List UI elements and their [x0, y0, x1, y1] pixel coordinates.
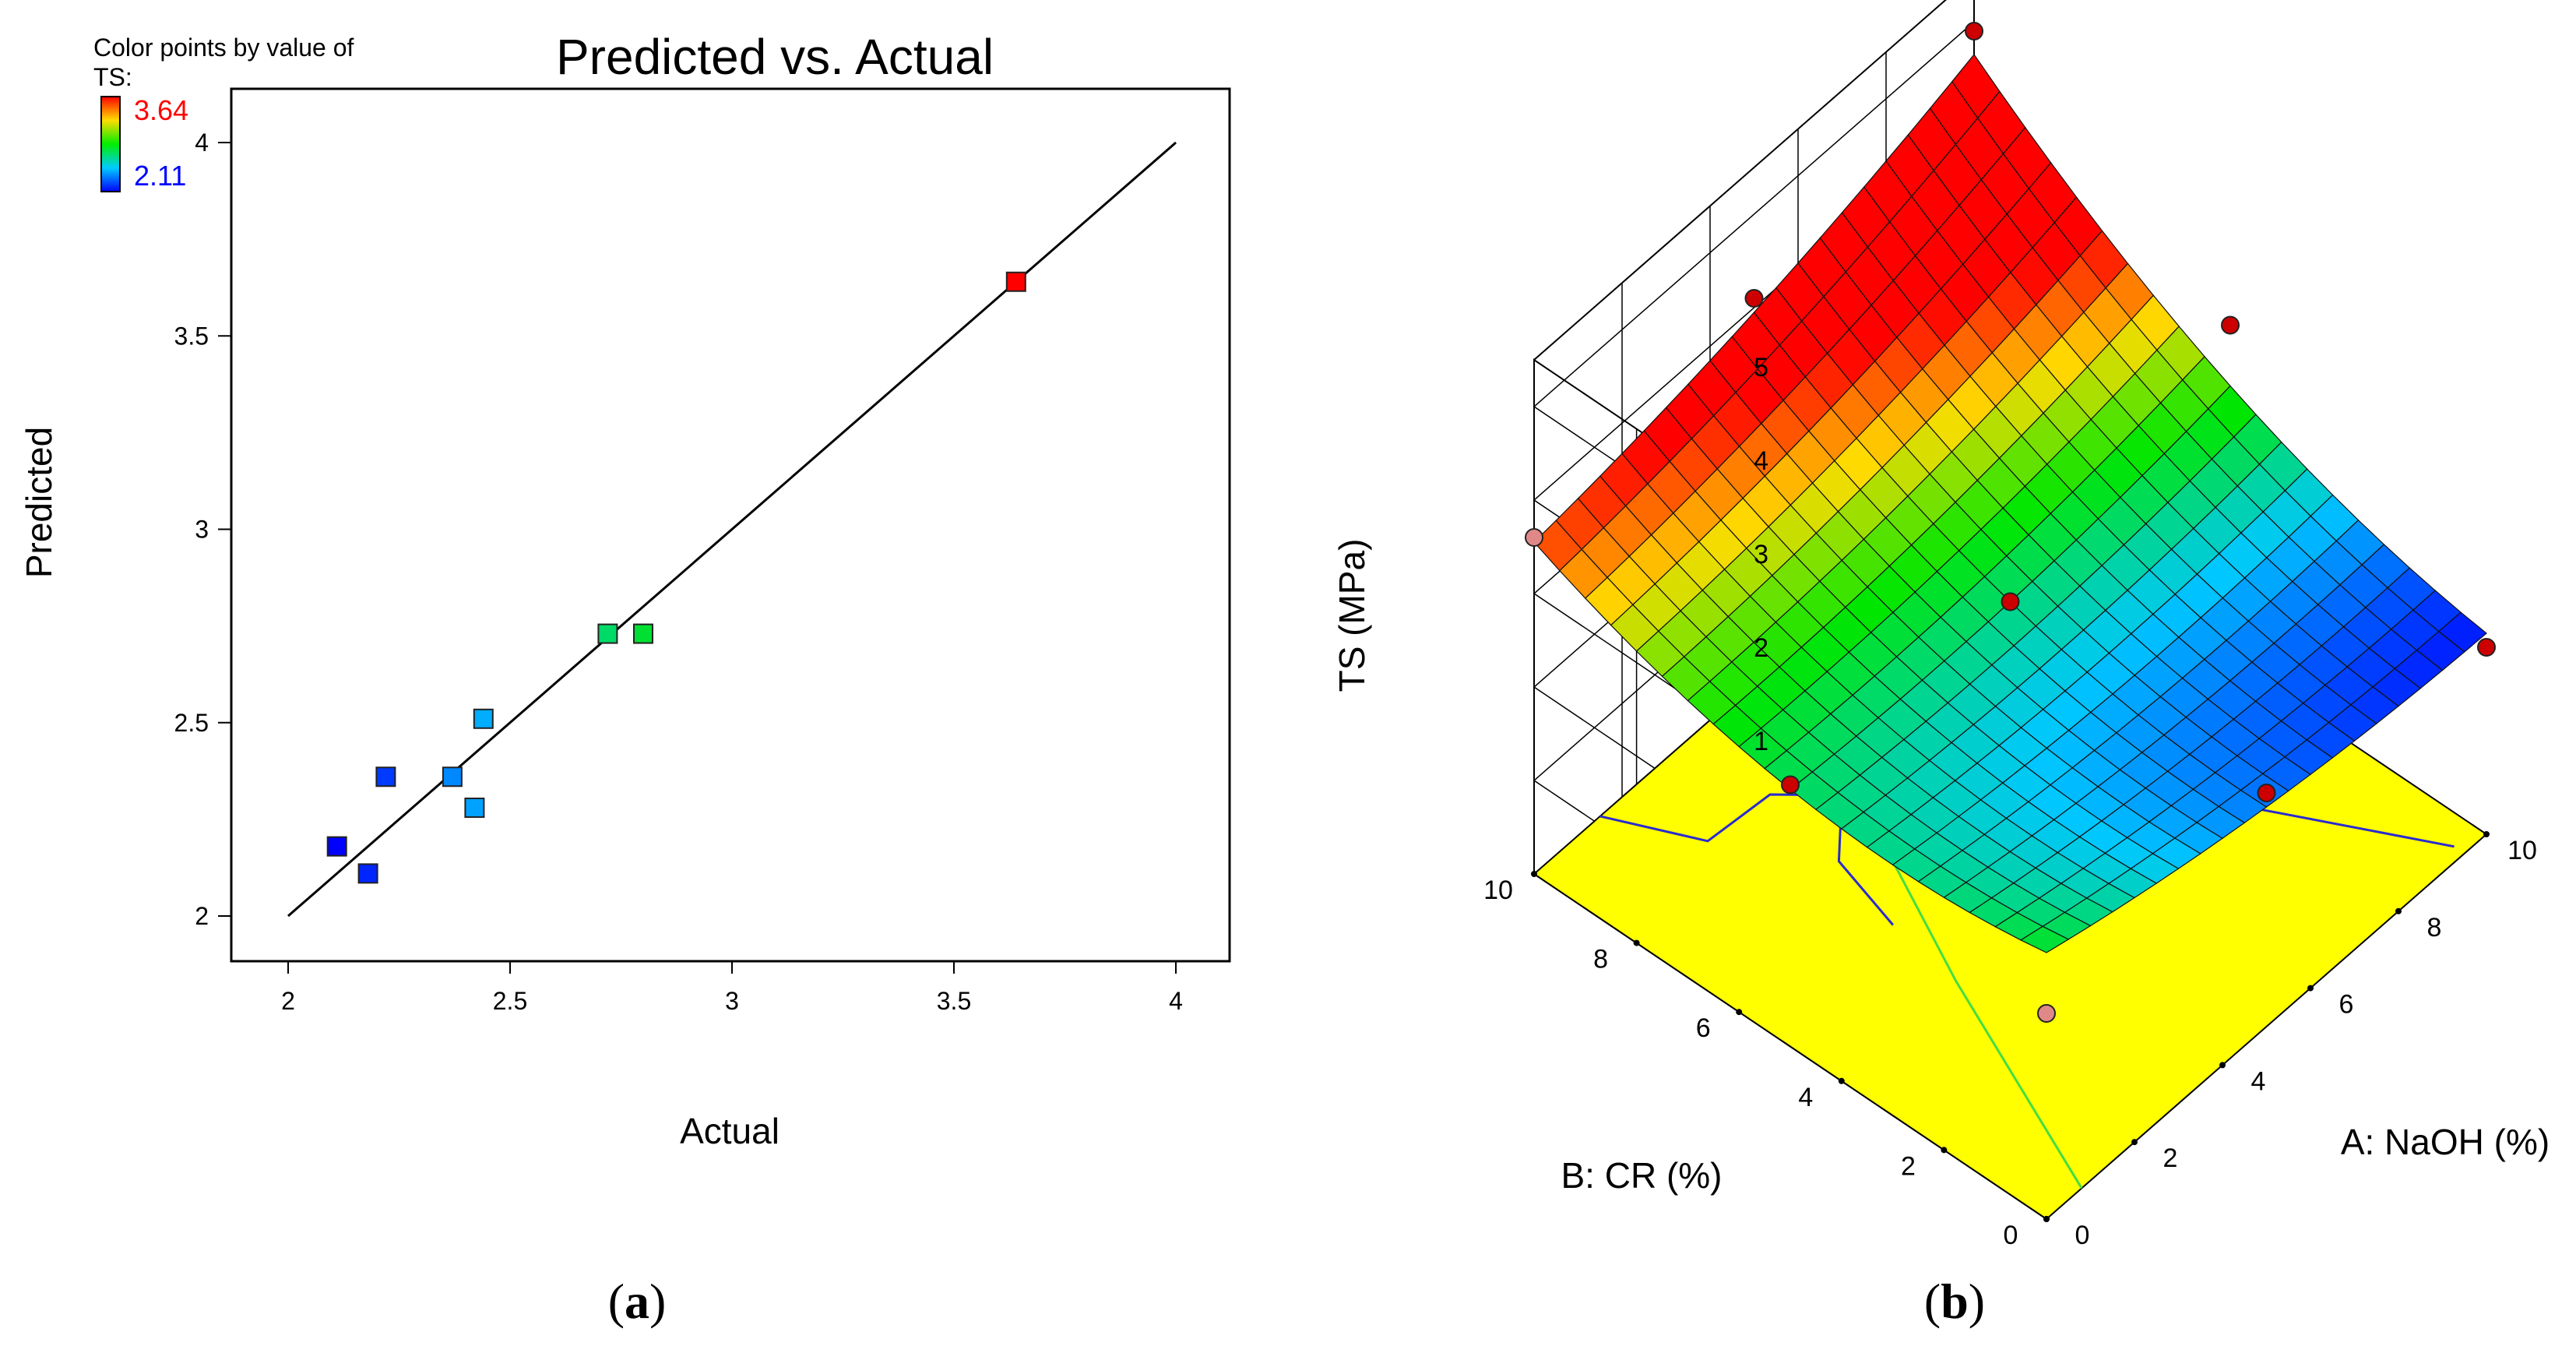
- data-point: [357, 863, 378, 884]
- plot-b-zlabel: TS (MPa): [1332, 539, 1372, 692]
- y-tick-label: 2.5: [174, 709, 209, 737]
- a-tick-label: 10: [2507, 836, 2537, 865]
- design-point: [2001, 592, 2020, 611]
- design-point: [2221, 315, 2240, 335]
- b-tick-mark: [1633, 939, 1640, 946]
- y-tick-label: 3: [195, 516, 209, 544]
- b-tick-label: 0: [2004, 1221, 2018, 1250]
- plot-b-surface: [1533, 54, 2487, 953]
- plot-a-axes: 2 2.5 3 3.5 4 2 2.5 3 3.5 4: [174, 129, 1183, 1015]
- plot-a-points: [326, 271, 1026, 884]
- a-tick-mark: [2131, 1139, 2138, 1146]
- plot-b-ylabel: B: CR (%): [1561, 1155, 1723, 1196]
- legend-title-line2: TS:: [93, 63, 132, 91]
- z-tick-label: 1: [1754, 727, 1768, 756]
- data-point: [1005, 271, 1026, 292]
- b-tick-label: 4: [1798, 1083, 1813, 1112]
- color-legend: Color points by value of TS: 3.64 2.11: [93, 33, 354, 192]
- z-tick-label: 5: [1754, 353, 1768, 382]
- panel-a-label: (a): [608, 1274, 667, 1329]
- a-tick-label: 4: [2251, 1066, 2266, 1096]
- z-tick-label: 4: [1754, 446, 1768, 476]
- b-tick-label: 6: [1696, 1013, 1711, 1043]
- x-tick-label: 2: [281, 987, 295, 1015]
- b-tick-mark: [1941, 1147, 1948, 1154]
- x-tick-label: 2.5: [493, 987, 527, 1015]
- b-tick-label: 2: [1901, 1151, 1916, 1181]
- data-point: [326, 836, 347, 857]
- a-tick-label: 2: [2163, 1143, 2178, 1173]
- x-tick-label: 3: [725, 987, 739, 1015]
- design-point: [2477, 638, 2496, 657]
- a-tick-label: 0: [2075, 1221, 2090, 1250]
- x-tick-label: 3.5: [937, 987, 971, 1015]
- b-tick-label: 8: [1593, 945, 1608, 974]
- y-tick-label: 2: [195, 902, 209, 930]
- b-tick-mark: [1736, 1009, 1743, 1016]
- design-point: [1781, 775, 1800, 795]
- b-tick-mark: [2043, 1216, 2050, 1222]
- a-tick-label: 6: [2339, 990, 2354, 1020]
- plot-a-title: Predicted vs. Actual: [556, 29, 994, 85]
- design-point: [1744, 289, 1764, 308]
- legend-title-line1: Color points by value of: [93, 33, 354, 62]
- x-tick-label: 4: [1169, 987, 1183, 1015]
- design-point: [1525, 528, 1543, 547]
- y-tick-label: 3.5: [174, 322, 209, 350]
- design-point: [2037, 1004, 2056, 1023]
- z-tick-label: 3: [1754, 540, 1768, 569]
- legend-color-bar: [100, 96, 121, 192]
- a-tick-label: 8: [2427, 913, 2442, 943]
- a-tick-mark: [2307, 985, 2314, 992]
- data-point: [473, 708, 494, 729]
- panel-a: 2 2.5 3 3.5 422.533.54 Predicted vs. Actual …: [19, 29, 1231, 1329]
- b-tick-label: 10: [1483, 876, 1513, 905]
- design-point: [2257, 784, 2276, 802]
- legend-max-label: 3.64: [134, 94, 188, 126]
- legend-min-label: 2.11: [134, 160, 186, 192]
- a-tick-mark: [2395, 907, 2402, 914]
- data-point: [442, 766, 463, 787]
- a-tick-mark: [2219, 1062, 2226, 1069]
- b-tick-mark: [1531, 871, 1537, 877]
- plot-a-ylabel: Predicted: [19, 427, 59, 578]
- surface-cell: [2437, 611, 2487, 653]
- plot-a-frame: [230, 87, 1231, 963]
- plot-b-design-points: [1525, 22, 2496, 1023]
- z-tick-label: 2: [1754, 633, 1768, 663]
- data-point: [597, 623, 618, 644]
- data-point: [633, 623, 653, 644]
- panel-b-label: (b): [1924, 1274, 1985, 1329]
- design-point: [1965, 22, 1983, 41]
- reference-line: [287, 141, 1177, 918]
- plot-a-xlabel: Actual: [680, 1111, 779, 1151]
- plot-a-reference-line: [287, 141, 1177, 918]
- data-point: [464, 797, 485, 818]
- plot-b-xlabel: A: NaOH (%): [2341, 1122, 2550, 1162]
- y-tick-label: 4: [195, 129, 209, 157]
- b-tick-mark: [1838, 1077, 1845, 1084]
- data-point: [375, 766, 396, 787]
- a-tick-mark: [2483, 831, 2490, 837]
